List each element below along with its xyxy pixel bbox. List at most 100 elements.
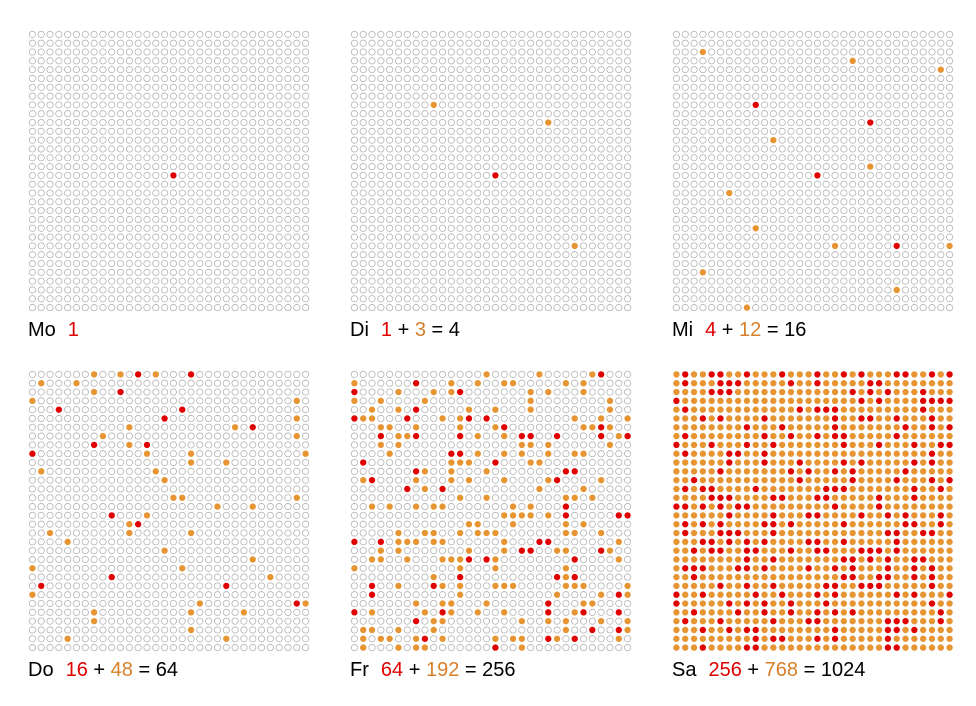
empty-dot [615,259,623,268]
empty-dot [275,180,283,188]
red-dot [597,547,605,554]
empty-dot [266,555,274,564]
empty-dot [108,180,116,188]
empty-dot [544,414,552,423]
empty-dot [55,467,63,475]
empty-dot [64,136,72,144]
empty-dot [491,388,499,396]
red-count: 1 [67,319,79,341]
empty-dot [231,450,239,458]
empty-dot [474,66,482,74]
empty-dot [813,233,821,241]
empty-dot [483,224,491,232]
empty-dot [690,154,698,162]
empty-dot [928,251,936,259]
empty-dot [553,110,561,118]
empty-dot [293,304,301,312]
empty-dot [205,582,213,590]
empty-dot [231,118,239,127]
empty-dot [875,118,883,127]
empty-dot [266,617,274,625]
empty-dot [377,494,385,502]
empty-dot [108,74,116,83]
empty-dot [760,286,769,294]
empty-dot [284,635,292,643]
empty-dot [205,529,213,537]
empty-dot [421,277,429,285]
empty-dot [205,101,213,109]
empty-dot [205,644,213,652]
empty-dot [99,224,107,232]
empty-dot [579,242,588,250]
empty-dot [813,110,821,118]
empty-dot [249,304,257,312]
empty-dot [293,635,301,643]
empty-dot [849,39,857,47]
empty-dot [937,57,945,65]
orange-dot [430,538,437,546]
empty-dot [125,295,133,303]
empty-dot [359,154,367,162]
empty-dot [90,485,98,493]
empty-dot [169,547,177,555]
empty-dot [456,101,464,109]
empty-dot [690,242,698,250]
empty-dot [456,538,464,546]
empty-dot [37,136,45,144]
empty-dot [412,397,420,405]
empty-dot [125,268,133,276]
empty-dot [275,145,283,153]
empty-dot [474,388,482,396]
empty-dot [284,110,292,118]
empty-dot [240,379,248,387]
empty-dot [205,277,213,285]
empty-dot [937,171,945,179]
empty-dot [55,154,63,162]
empty-dot [196,83,204,91]
empty-dot [213,39,222,47]
empty-dot [275,136,283,144]
empty-dot [430,450,438,458]
empty-dot [46,450,54,458]
empty-dot [760,171,769,179]
empty-dot [213,136,222,144]
equals-sign: = [766,319,779,341]
empty-dot [284,83,292,91]
orange-dot [377,424,385,431]
empty-dot [778,48,786,56]
empty-dot [831,136,839,144]
empty-dot [37,485,45,493]
empty-dot [491,450,499,458]
empty-dot [205,423,213,431]
empty-dot [910,57,918,65]
empty-dot [796,92,804,100]
empty-dot [231,136,239,144]
empty-dot [579,441,588,449]
empty-dot [857,180,866,188]
empty-dot [99,573,107,581]
empty-dot [813,83,821,91]
empty-dot [196,432,204,440]
empty-dot [412,74,420,83]
empty-dot [205,547,213,555]
empty-dot [55,92,63,100]
empty-dot [368,467,376,475]
empty-dot [386,233,394,241]
empty-dot [544,259,552,268]
orange-dot [368,406,376,413]
empty-dot [491,198,499,206]
empty-dot [562,476,570,484]
empty-dot [266,171,274,179]
empty-dot [302,224,310,232]
empty-dot [527,564,535,572]
orange-dot [412,503,420,510]
empty-dot [787,30,795,38]
empty-dot [368,259,376,268]
empty-dot [778,39,786,47]
empty-dot [350,467,358,475]
empty-dot [571,520,579,528]
empty-dot [275,547,283,555]
empty-dot [386,277,394,285]
empty-dot [919,207,927,215]
empty-dot [734,39,742,47]
